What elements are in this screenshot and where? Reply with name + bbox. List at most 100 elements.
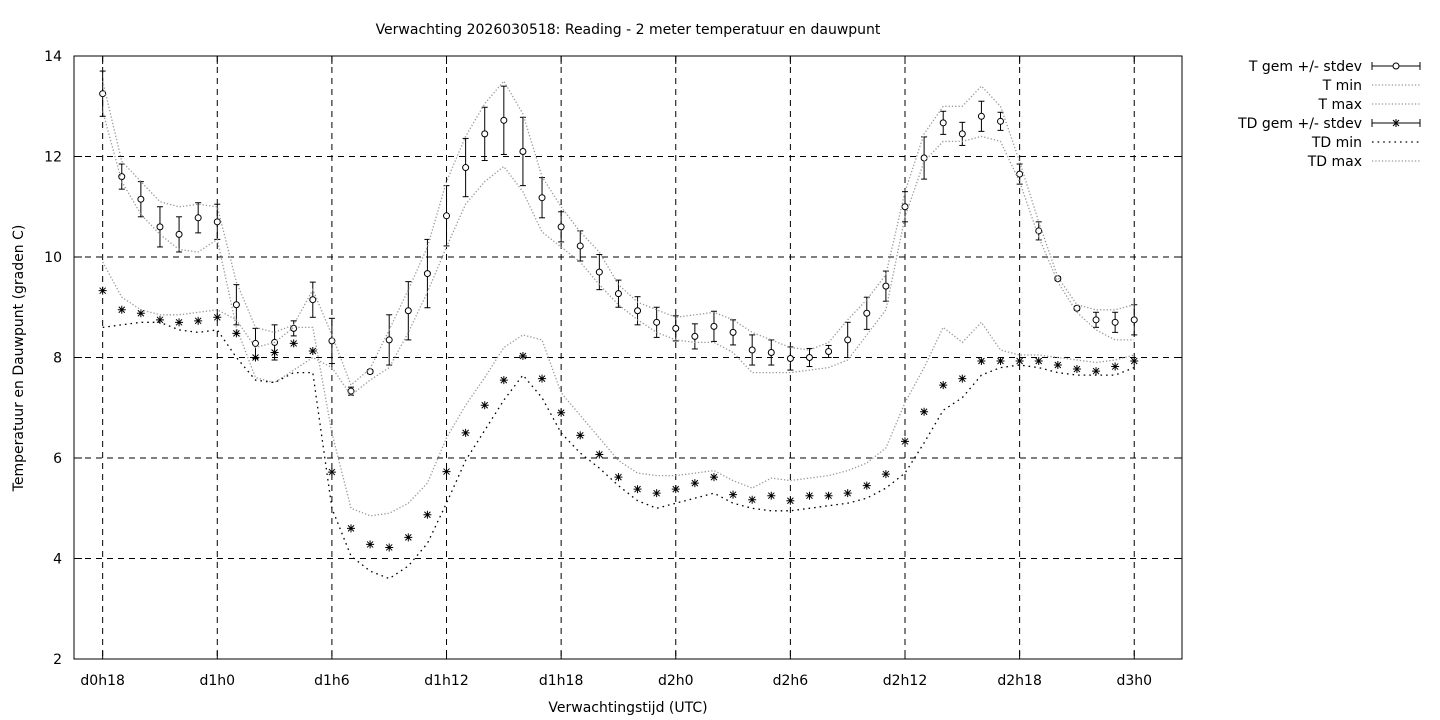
series-3 [98,286,1139,552]
data-point [652,489,661,498]
y-tick-label: 2 [53,652,62,668]
data-point [328,337,336,345]
legend-label: T max [1317,97,1362,113]
data-point [1053,361,1062,370]
data-point [595,268,603,276]
data-point [347,524,355,533]
data-point [155,315,164,324]
data-point [500,116,508,124]
data-point [423,270,431,278]
x-tick-label: d1h18 [539,673,583,689]
data-point [194,214,202,222]
data-point [461,428,470,437]
data-point [863,309,871,317]
plot-series [98,70,1139,580]
data-point [634,307,642,315]
y-axis-label: Temperatuur en Dauwpunt (graden C) [11,225,27,493]
data-point [1035,227,1043,235]
legend-marker [1392,62,1400,70]
data-point [99,90,107,98]
data-point [862,481,871,490]
data-point [958,130,966,138]
x-tick-label: d1h12 [424,673,468,689]
data-point [881,470,890,479]
data-point [1092,316,1100,324]
legend-label: TD min [1311,135,1362,151]
data-point [366,368,374,376]
data-point [175,318,184,327]
data-point [901,437,909,446]
y-tick-label: 8 [53,351,62,367]
data-point [805,354,813,361]
data-point [309,296,317,304]
data-point [805,491,814,500]
x-tick-label: d0h18 [80,673,124,689]
data-point [289,339,298,348]
data-point [499,376,508,385]
data-point [939,381,948,390]
legend: T gem +/- stdev T min T max TD gem +/- stde… [1237,59,1421,170]
y-tick-label: 4 [53,552,62,568]
axis-ticks: 2 4 6 8 10 12 14 d0h18 d1h0 d1h6 d1h12 d1h18 d2h0 d2h… [44,49,1182,689]
data-point [290,324,298,332]
data-point [118,173,126,181]
y-tick-label: 6 [53,451,62,467]
y-tick-label: 12 [44,150,62,166]
series-2 [102,79,1135,387]
data-point [576,242,584,250]
x-tick-label: d1h6 [314,673,350,689]
series-0 [99,70,1138,396]
data-point [404,533,413,542]
data-point [671,485,680,494]
data-point [672,324,680,332]
legend-label: T min [1322,78,1362,94]
data-point [538,194,546,202]
data-point [213,218,221,226]
data-point [308,346,317,355]
data-point [557,408,566,417]
data-point [1072,365,1081,374]
data-point [977,112,985,120]
data-point [691,332,699,340]
grid [74,56,1182,659]
data-point [136,309,145,318]
chart-title: Verwachting 2026030518: Reading - 2 mete… [376,22,881,38]
data-point [175,230,183,238]
data-point [518,351,527,360]
data-point [748,495,757,504]
data-point [1034,357,1043,366]
x-tick-label: d3h0 [1116,673,1152,689]
y-tick-label: 14 [44,49,62,65]
data-point [270,348,279,357]
data-point [423,510,432,519]
data-point [385,336,393,344]
x-tick-label: d2h0 [658,673,694,689]
series-5 [102,261,1135,517]
series-line [102,111,1135,397]
data-point [920,154,928,162]
data-point [519,147,527,155]
data-point [232,329,241,338]
data-point [710,322,718,330]
y-tick-label: 10 [44,250,62,266]
data-point [1130,357,1139,366]
data-point [996,357,1005,366]
data-point [824,491,833,500]
series-line [102,79,1135,387]
data-point [442,467,451,476]
data-point [614,473,623,482]
data-point [251,353,260,362]
data-point [194,316,203,325]
data-point [404,307,412,315]
x-axis-label: Verwachtingstijd (UTC) [548,700,707,716]
data-point [633,485,642,494]
data-point [1111,362,1120,371]
data-point [1111,318,1119,326]
data-point [901,203,909,211]
data-point [213,313,222,322]
data-point [786,355,794,363]
data-point [1073,304,1081,312]
data-point [595,450,604,459]
data-point [939,119,947,127]
data-point [843,489,852,498]
